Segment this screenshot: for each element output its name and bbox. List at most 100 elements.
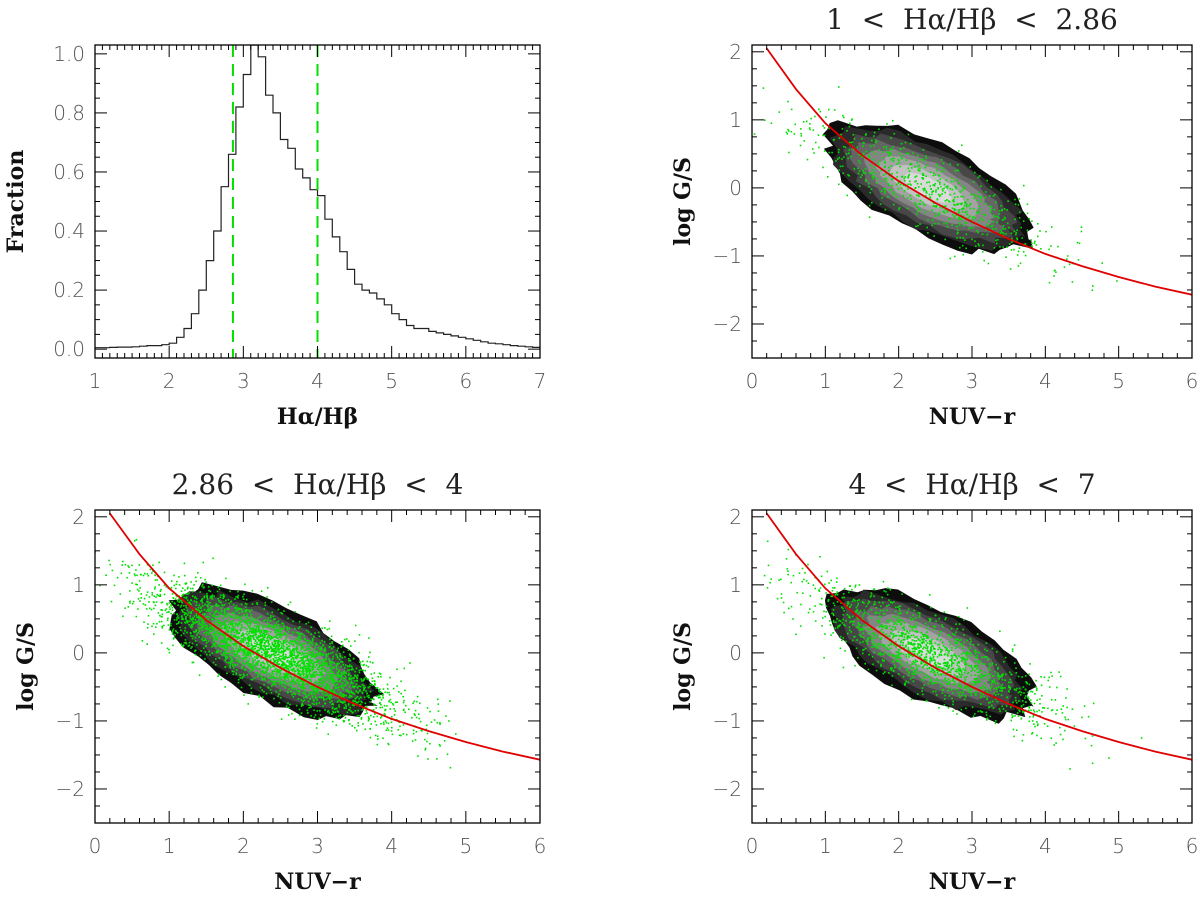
scatter-point	[190, 635, 192, 637]
scatter-point	[325, 664, 328, 667]
scatter-point	[298, 640, 301, 642]
scatter-point	[306, 665, 309, 668]
scatter-point	[311, 702, 314, 705]
scatter-point	[347, 665, 349, 667]
scatter-point	[996, 215, 999, 218]
scatter-point	[251, 603, 254, 605]
scatter-point	[238, 632, 241, 634]
scatter-point	[329, 661, 331, 663]
scatter-point	[274, 623, 277, 626]
scatter-point	[360, 696, 362, 699]
scatter-point	[252, 648, 254, 651]
scatter-point	[206, 628, 208, 631]
x-tick-label: 7	[534, 369, 547, 393]
scatter-point	[325, 671, 328, 674]
scatter-point	[300, 657, 303, 659]
scatter-point	[206, 653, 208, 656]
scatter-point	[308, 669, 310, 671]
scatter-point	[424, 738, 426, 741]
scatter-point	[251, 645, 254, 647]
x-tick-label: 2	[163, 369, 176, 393]
scatter-point	[184, 627, 187, 629]
scatter-point	[291, 663, 293, 665]
scatter-point	[901, 619, 904, 622]
scatter-point	[173, 584, 176, 587]
scatter-point	[323, 658, 326, 661]
scatter-point	[302, 670, 305, 673]
scatter-point	[915, 203, 917, 205]
scatter-point	[358, 698, 361, 700]
scatter-point	[224, 658, 227, 661]
scatter-point	[305, 623, 307, 625]
scatter-point	[327, 679, 329, 682]
scatter-point	[180, 629, 182, 632]
scatter-point	[318, 668, 320, 671]
scatter-point	[342, 651, 345, 653]
scatter-point	[195, 576, 197, 579]
scatter-point	[917, 612, 920, 614]
scatter-point	[223, 654, 226, 657]
scatter-point	[245, 656, 247, 659]
scatter-point	[883, 166, 886, 168]
scatter-point	[281, 622, 283, 625]
scatter-point	[357, 674, 359, 677]
scatter-point	[356, 729, 358, 732]
scatter-point	[349, 664, 351, 666]
scatter-point	[306, 682, 308, 685]
scatter-point	[314, 672, 317, 674]
scatter-point	[911, 629, 914, 632]
scatter-point	[277, 649, 279, 651]
scatter-point	[257, 635, 260, 637]
scatter-point	[223, 608, 226, 611]
scatter-point	[191, 625, 194, 628]
scatter-point	[365, 690, 367, 692]
scatter-point	[349, 677, 352, 680]
scatter-point	[271, 637, 274, 639]
scatter-point	[903, 146, 905, 149]
scatter-point	[385, 721, 388, 724]
scatter-point	[291, 650, 294, 652]
scatter-point	[324, 680, 326, 683]
scatter-point	[1048, 248, 1050, 251]
scatter-point	[255, 645, 257, 647]
scatter-point	[212, 643, 215, 645]
scatter-point	[888, 155, 890, 157]
scatter-point	[168, 651, 171, 654]
scatter-point	[291, 653, 293, 656]
scatter-point	[288, 688, 290, 690]
scatter-point	[316, 661, 318, 663]
scatter-point	[185, 616, 187, 618]
scatter-point	[158, 620, 161, 623]
scatter-point	[339, 653, 341, 655]
scatter-point	[1002, 246, 1004, 248]
scatter-point	[291, 669, 294, 672]
scatter-point	[335, 666, 338, 668]
scatter-point	[161, 625, 163, 628]
scatter-point	[293, 683, 296, 685]
scatter-point	[842, 666, 845, 669]
scatter-point	[278, 693, 280, 695]
scatter-point	[1010, 249, 1013, 251]
scatter-point	[204, 578, 206, 581]
scatter-point	[822, 166, 824, 169]
scatter-point	[915, 225, 917, 228]
scatter-point	[975, 691, 978, 693]
scatter-point	[336, 649, 339, 652]
scatter-point	[920, 671, 923, 674]
scatter-point	[802, 121, 805, 123]
scatter-point	[884, 162, 886, 164]
scatter-point	[291, 662, 293, 664]
scatter-point	[974, 674, 976, 676]
scatter-point	[1037, 723, 1039, 725]
scatter-point	[893, 132, 896, 135]
scatter-point	[786, 568, 789, 570]
scatter-point	[943, 187, 945, 190]
scatter-point	[285, 675, 288, 678]
scatter-point	[324, 647, 326, 649]
scatter-point	[990, 186, 993, 188]
scatter-point	[297, 637, 300, 640]
scatter-point	[186, 599, 189, 601]
scatter-point	[945, 205, 947, 207]
scatter-point	[124, 607, 126, 609]
scatter-point	[890, 148, 893, 151]
